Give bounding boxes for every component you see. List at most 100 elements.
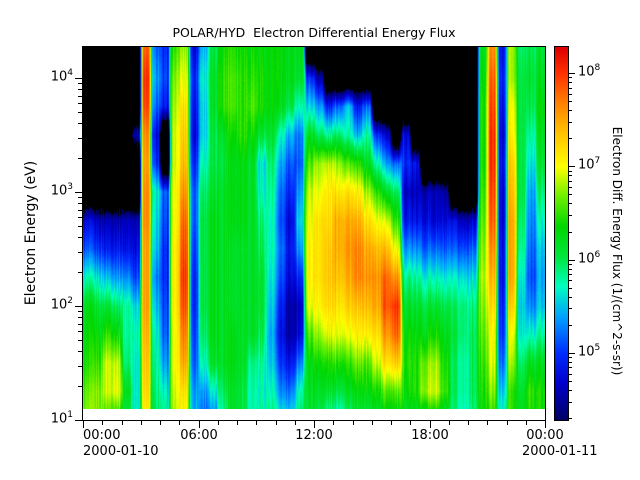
cb-minor-tick	[569, 77, 572, 78]
x-minor-tick	[102, 421, 103, 425]
x-major-tick	[430, 421, 431, 428]
x-tick-label: 06:00	[180, 428, 218, 443]
x-minor-tick	[487, 421, 488, 425]
colorbar-gradient	[555, 47, 568, 420]
cb-minor-tick	[569, 390, 572, 391]
cb-minor-tick	[569, 175, 572, 176]
cb-minor-tick	[569, 274, 572, 275]
cb-minor-tick	[569, 418, 572, 419]
cb-minor-tick	[569, 82, 572, 83]
x-tick-label: 00:00	[83, 428, 121, 443]
cb-minor-tick	[569, 194, 572, 195]
cb-minor-tick	[569, 171, 572, 172]
x-minor-tick	[141, 421, 142, 425]
colorbar-label: Electron Diff. Energy Flux (1/(cm^2-s-sr…	[610, 126, 624, 376]
y-minor-tick	[78, 138, 82, 139]
y-tick-label: 102	[50, 296, 73, 313]
y-minor-tick	[78, 366, 82, 367]
cb-minor-tick	[569, 187, 572, 188]
cb-minor-tick	[569, 94, 572, 95]
x-minor-tick	[160, 421, 161, 425]
cb-minor-tick	[569, 203, 572, 204]
y-minor-tick	[78, 324, 82, 325]
x-major-tick	[199, 421, 200, 428]
colorbar-tick-label: 108	[578, 63, 601, 80]
x-minor-tick	[122, 421, 123, 425]
x-minor-tick	[218, 421, 219, 425]
y-minor-tick	[78, 331, 82, 332]
x-minor-tick	[526, 421, 527, 425]
cb-minor-tick	[569, 374, 572, 375]
x-tick-label: 00:00	[526, 428, 564, 443]
y-minor-tick	[78, 340, 82, 341]
x-major-tick	[314, 421, 315, 428]
x-minor-tick	[256, 421, 257, 425]
y-minor-tick	[78, 226, 82, 227]
x-minor-tick	[353, 421, 354, 425]
x-tick-label: 12:00	[295, 428, 333, 443]
cb-minor-tick	[569, 122, 572, 123]
cb-minor-tick	[569, 181, 572, 182]
y-minor-tick	[78, 386, 82, 387]
y-major-tick	[75, 78, 82, 79]
y-minor-tick	[78, 103, 82, 104]
y-tick-label: 104	[50, 68, 73, 85]
y-minor-tick	[78, 158, 82, 159]
cb-minor-tick	[569, 215, 572, 216]
y-major-tick	[75, 306, 82, 307]
colorbar-frame	[554, 46, 569, 421]
y-minor-tick	[78, 203, 82, 204]
cb-major-tick	[569, 353, 575, 354]
y-tick-label: 103	[50, 182, 73, 199]
cb-minor-tick	[569, 297, 572, 298]
y-axis-label: Electron Energy (eV)	[23, 160, 39, 306]
y-minor-tick	[78, 272, 82, 273]
colorbar-tick-label: 107	[578, 156, 601, 173]
y-minor-tick	[78, 237, 82, 238]
x-major-tick	[83, 421, 84, 428]
cb-major-tick	[569, 260, 575, 261]
plot-frame	[82, 46, 546, 421]
cb-minor-tick	[569, 264, 572, 265]
cb-minor-tick	[569, 269, 572, 270]
y-major-tick	[75, 420, 82, 421]
x-minor-tick	[372, 421, 373, 425]
cb-minor-tick	[569, 88, 572, 89]
y-minor-tick	[78, 89, 82, 90]
y-minor-tick	[78, 197, 82, 198]
cb-minor-tick	[569, 402, 572, 403]
cb-minor-tick	[569, 288, 572, 289]
x-tick-label: 18:00	[411, 428, 449, 443]
cb-minor-tick	[569, 325, 572, 326]
x-minor-tick	[391, 421, 392, 425]
cb-minor-tick	[569, 308, 572, 309]
cb-minor-tick	[569, 232, 572, 233]
spectrogram-image	[83, 47, 545, 409]
x-minor-tick	[468, 421, 469, 425]
y-minor-tick	[78, 311, 82, 312]
cb-minor-tick	[569, 101, 572, 102]
x-axis-start-date: 2000-01-10	[83, 444, 159, 459]
cb-minor-tick	[569, 362, 572, 363]
y-minor-tick	[78, 210, 82, 211]
cb-minor-tick	[569, 110, 572, 111]
y-minor-tick	[78, 317, 82, 318]
x-axis-end-date: 2000-01-11	[522, 444, 598, 459]
cb-minor-tick	[569, 280, 572, 281]
y-tick-label: 101	[50, 410, 73, 427]
y-minor-tick	[78, 252, 82, 253]
cb-minor-tick	[569, 367, 572, 368]
cb-minor-tick	[569, 138, 572, 139]
y-minor-tick	[78, 96, 82, 97]
cb-minor-tick	[569, 381, 572, 382]
y-minor-tick	[78, 217, 82, 218]
colorbar-tick-label: 105	[578, 343, 601, 360]
x-minor-tick	[410, 421, 411, 425]
y-major-tick	[75, 192, 82, 193]
cb-major-tick	[569, 166, 575, 167]
x-minor-tick	[179, 421, 180, 425]
x-minor-tick	[507, 421, 508, 425]
y-minor-tick	[78, 112, 82, 113]
x-major-tick	[545, 421, 546, 428]
plot-title: POLAR/HYD Electron Differential Energy F…	[172, 25, 456, 40]
